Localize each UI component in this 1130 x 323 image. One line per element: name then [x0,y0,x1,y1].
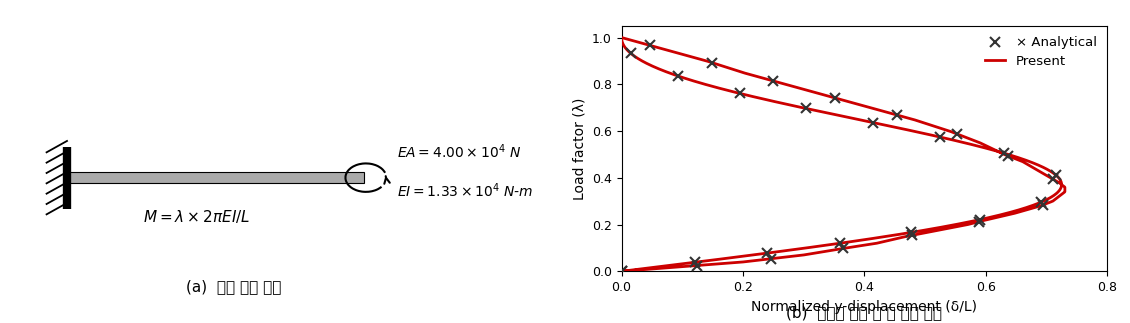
Text: $EA = 4.00\times10^4$ N: $EA = 4.00\times10^4$ N [398,142,521,161]
X-axis label: Normalized y-displacement (δ/L): Normalized y-displacement (δ/L) [751,300,977,314]
Polygon shape [67,172,364,183]
Legend: × Analytical, Present: × Analytical, Present [982,32,1101,72]
Y-axis label: Load factor (λ): Load factor (λ) [572,98,586,200]
Text: (b)  부하율 대비 끝 단 변형 비교: (b) 부하율 대비 끝 단 변형 비교 [786,305,942,320]
Text: $M = \lambda \times 2\pi EI / L$: $M = \lambda \times 2\pi EI / L$ [144,208,251,225]
Text: (a)  해석 검증 조건: (a) 해석 검증 조건 [186,279,281,294]
Text: $EI = 1.33\times10^4$ N-m: $EI = 1.33\times10^4$ N-m [398,181,534,200]
